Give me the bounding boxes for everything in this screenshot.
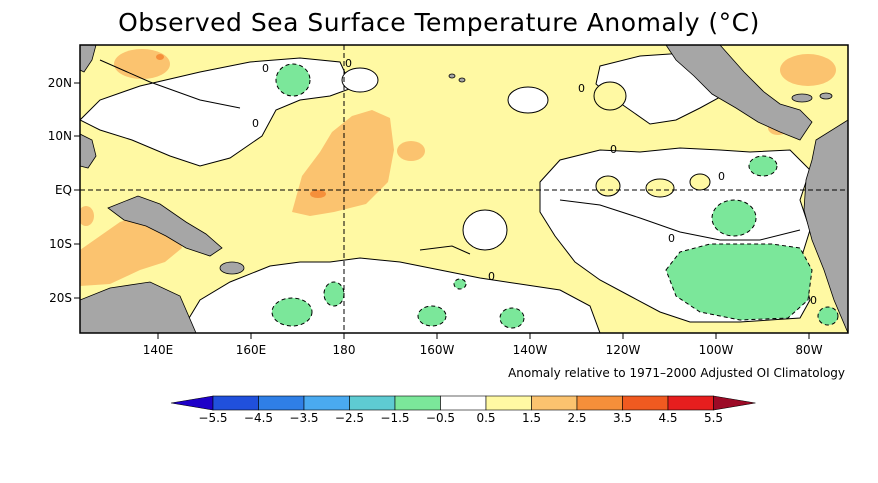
cool-anomaly-patch bbox=[275, 63, 311, 97]
colorbar-tick-label: −5.5 bbox=[198, 411, 227, 425]
land-central-america bbox=[665, 45, 813, 141]
colorbar-tick-label: −4.5 bbox=[244, 411, 273, 425]
colorbar-segment bbox=[485, 395, 532, 411]
land-island bbox=[219, 261, 245, 275]
land-australia bbox=[80, 281, 197, 333]
warm-anomaly-1-5-patch bbox=[397, 141, 425, 161]
contour-label: 0 bbox=[718, 170, 725, 183]
warm-anomaly-1-5-patch bbox=[114, 49, 170, 79]
land-south-america bbox=[803, 119, 848, 333]
lon-tick-label: 120W bbox=[606, 343, 641, 357]
map-title: Observed Sea Surface Temperature Anomaly… bbox=[118, 8, 760, 37]
colorbar-segment bbox=[258, 395, 305, 411]
colorbar-tick-label: 1.5 bbox=[522, 411, 541, 425]
colorbar-tick-label: 4.5 bbox=[658, 411, 677, 425]
neutral-patch bbox=[341, 67, 379, 93]
colorbar-segment bbox=[667, 395, 714, 411]
land-caribbean bbox=[791, 93, 813, 103]
cool-anomaly-patch bbox=[817, 306, 839, 326]
contour-label: 0 bbox=[668, 232, 675, 245]
lat-tick-label: 20S bbox=[49, 291, 72, 305]
map-field bbox=[80, 45, 848, 333]
lon-tick-label: 100W bbox=[699, 343, 734, 357]
land-philippines bbox=[80, 133, 97, 169]
contour-line bbox=[99, 59, 241, 109]
colorbar-segment bbox=[531, 395, 578, 411]
cool-anomaly-patch bbox=[748, 155, 778, 177]
contour-label: 0 bbox=[488, 270, 495, 283]
contour-label: 0 bbox=[252, 117, 259, 130]
lat-tick-label: EQ bbox=[55, 183, 72, 197]
colorbar-tick-label: 2.5 bbox=[567, 411, 586, 425]
colorbar-segment bbox=[212, 395, 259, 411]
warm-patch bbox=[689, 173, 711, 191]
cool-anomaly-patch bbox=[271, 297, 313, 327]
colorbar-tick-label: −1.5 bbox=[380, 411, 409, 425]
map-frame bbox=[79, 44, 849, 334]
colorbar-segment bbox=[440, 395, 487, 411]
neutral-patch bbox=[507, 86, 549, 114]
cool-anomaly-region bbox=[665, 243, 813, 321]
warm-anomaly-1-5-patch bbox=[80, 206, 94, 226]
contour-label: 0 bbox=[810, 294, 817, 307]
colorbar-tick-label: 5.5 bbox=[704, 411, 723, 425]
colorbar-tick-label: 0.5 bbox=[476, 411, 495, 425]
warm-anomaly-2-5-patch bbox=[310, 190, 326, 198]
warm-anomaly-1-5-patch bbox=[780, 54, 836, 86]
colorbar-tick-label: −3.5 bbox=[289, 411, 318, 425]
warm-patch bbox=[645, 178, 675, 198]
land-new-guinea bbox=[107, 195, 223, 257]
land-caribbean bbox=[819, 92, 833, 100]
land-asia bbox=[80, 45, 97, 73]
colorbar-tick-label: −2.5 bbox=[335, 411, 364, 425]
contour-label: 0 bbox=[262, 62, 269, 75]
land-hawaii bbox=[458, 77, 466, 83]
warm-anomaly-2-5-patch bbox=[156, 54, 164, 60]
colorbar-segment bbox=[576, 395, 623, 411]
contour-line bbox=[419, 245, 471, 255]
cool-anomaly-patch bbox=[499, 307, 525, 329]
contour-label: 0 bbox=[345, 57, 352, 70]
contour-line bbox=[559, 199, 801, 241]
cool-anomaly-patch bbox=[323, 281, 345, 307]
lon-tick-label: 160W bbox=[420, 343, 455, 357]
lon-tick-label: 160E bbox=[236, 343, 267, 357]
lon-tick-label: 180 bbox=[333, 343, 356, 357]
warm-patch bbox=[595, 175, 621, 197]
cool-anomaly-patch bbox=[453, 278, 467, 290]
cool-anomaly-patch bbox=[711, 199, 757, 237]
colorbar-segment bbox=[303, 395, 350, 411]
land-hawaii bbox=[448, 73, 456, 79]
colorbar-arrow-low bbox=[170, 395, 214, 411]
lat-tick-label: 20N bbox=[48, 76, 72, 90]
cool-anomaly-patch bbox=[417, 305, 447, 327]
colorbar-segment bbox=[622, 395, 669, 411]
climatology-note: Anomaly relative to 1971–2000 Adjusted O… bbox=[508, 366, 845, 380]
lon-tick-label: 140W bbox=[513, 343, 548, 357]
contour-label: 0 bbox=[610, 143, 617, 156]
contour-label: 0 bbox=[578, 82, 585, 95]
colorbar: −5.5 −4.5 −3.5 −2.5 −1.5 −0.5 0.5 1.5 2.5 3.5 4.5 5… bbox=[170, 395, 756, 425]
lat-tick-label: 10N bbox=[48, 129, 72, 143]
lon-tick-label: 80W bbox=[795, 343, 822, 357]
neutral-patch bbox=[462, 209, 508, 251]
lat-tick-label: 10S bbox=[49, 237, 72, 251]
lon-tick-label: 140E bbox=[143, 343, 174, 357]
colorbar-segment bbox=[349, 395, 396, 411]
colorbar-tick-label: 3.5 bbox=[613, 411, 632, 425]
warm-patch bbox=[593, 81, 627, 111]
colorbar-tick-label: −0.5 bbox=[426, 411, 455, 425]
colorbar-arrow-high bbox=[713, 395, 756, 411]
colorbar-segment bbox=[394, 395, 441, 411]
